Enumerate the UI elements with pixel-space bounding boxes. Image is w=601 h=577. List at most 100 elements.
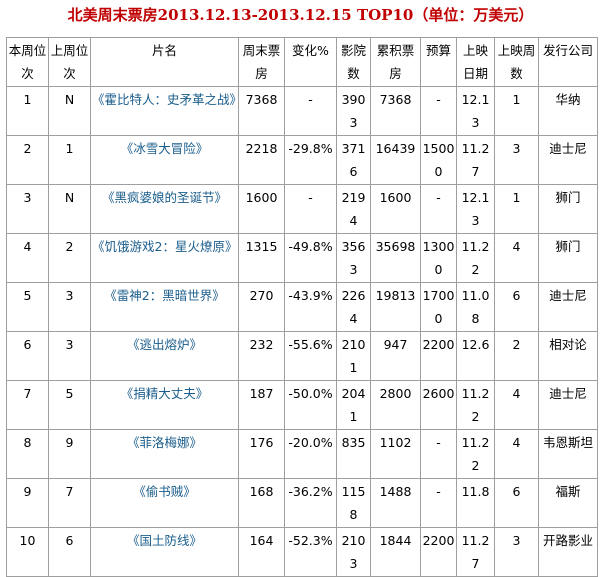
header-release-date: 上映日期 (456, 37, 495, 87)
release-date-cell: 11.22 (456, 233, 495, 283)
total-gross-cell: 35698 (370, 233, 421, 283)
film-title-cell[interactable]: 《黑疯婆娘的圣诞节》 (90, 184, 239, 234)
table-row: 2 1 《冰雪大冒险》 2218 -29.8% 3716 16439 15000 11.27 3 迪… (6, 135, 598, 185)
budget-cell: 13000 (420, 233, 457, 283)
distributor-cell: 开路影业 (538, 527, 598, 577)
theaters-cell: 1158 (336, 478, 371, 528)
theaters-cell: 2101 (336, 331, 371, 381)
change-cell: -52.3% (284, 527, 337, 577)
last-rank-cell: N (48, 184, 91, 234)
film-title-cell[interactable]: 《菲洛梅娜》 (90, 429, 239, 479)
last-rank-cell: 3 (48, 331, 91, 381)
weekend-gross-cell: 2218 (238, 135, 285, 185)
weeks-cell: 3 (494, 135, 539, 185)
table-title: 北美周末票房2013.12.13-2013.12.15 TOP10（单位：万美元… (67, 6, 534, 24)
header-distributor: 发行公司 (538, 37, 598, 87)
table-row: 8 9 《菲洛梅娜》 176 -20.0% 835 1102-11.22 4 韦恩斯坦 (6, 429, 598, 479)
budget-cell: 2200 (420, 331, 457, 381)
rank-cell: 4 (6, 233, 49, 283)
budget-cell: 17000 (420, 282, 457, 332)
rank-cell: 3 (6, 184, 49, 234)
film-title-cell[interactable]: 《捐精大丈夫》 (90, 380, 239, 430)
film-title-cell[interactable]: 《霍比特人：史矛革之战》 (90, 86, 239, 136)
distributor-cell: 韦恩斯坦 (538, 429, 598, 479)
film-title-cell[interactable]: 《雷神2：黑暗世界》 (90, 282, 239, 332)
film-title-cell[interactable]: 《逃出熔炉》 (90, 331, 239, 381)
header-total-gross: 累积票房 (370, 37, 421, 87)
distributor-cell: 迪士尼 (538, 135, 598, 185)
total-gross-cell: 1600 (370, 184, 421, 234)
table-row: 4 2 《饥饿游戏2：星火燎原》 1315 -49.8% 3563 35698 13000 11… (6, 233, 598, 283)
last-rank-cell: N (48, 86, 91, 136)
header-row: 本周位次 上周位次 片名 周末票房 变化% 影院数 累积票房 预算 上映日期 上… (6, 37, 598, 87)
distributor-cell: 华纳 (538, 86, 598, 136)
film-title-cell[interactable]: 《偷书贼》 (90, 478, 239, 528)
weeks-cell: 4 (494, 429, 539, 479)
budget-cell: - (420, 86, 457, 136)
theaters-cell: 3716 (336, 135, 371, 185)
table-row: 3 N 《黑疯婆娘的圣诞节》 1600-2194 1600-12.13 1 狮门 (6, 184, 598, 234)
change-cell: - (284, 86, 337, 136)
total-gross-cell: 19813 (370, 282, 421, 332)
change-cell: -49.8% (284, 233, 337, 283)
distributor-cell: 迪士尼 (538, 282, 598, 332)
distributor-cell: 狮门 (538, 184, 598, 234)
last-rank-cell: 2 (48, 233, 91, 283)
weekend-gross-cell: 1600 (238, 184, 285, 234)
change-cell: -20.0% (284, 429, 337, 479)
change-cell: -55.6% (284, 331, 337, 381)
weekend-gross-cell: 270 (238, 282, 285, 332)
weeks-cell: 3 (494, 527, 539, 577)
change-cell: -43.9% (284, 282, 337, 332)
film-title-cell[interactable]: 《冰雪大冒险》 (90, 135, 239, 185)
theaters-cell: 2041 (336, 380, 371, 430)
rank-cell: 6 (6, 331, 49, 381)
film-title-cell[interactable]: 《饥饿游戏2：星火燎原》 (90, 233, 239, 283)
release-date-cell: 11.22 (456, 380, 495, 430)
distributor-cell: 相对论 (538, 331, 598, 381)
rank-cell: 9 (6, 478, 49, 528)
film-title-cell[interactable]: 《国土防线》 (90, 527, 239, 577)
total-gross-cell: 1102 (370, 429, 421, 479)
table-body: 1 N 《霍比特人：史矛革之战》 7368-3903 7368-12.13 1 华纳 2 1 《冰… (6, 86, 598, 577)
theaters-cell: 835 (336, 429, 371, 479)
weeks-cell: 2 (494, 331, 539, 381)
weekend-gross-cell: 7368 (238, 86, 285, 136)
change-cell: -29.8% (284, 135, 337, 185)
weeks-cell: 4 (494, 233, 539, 283)
weekend-gross-cell: 168 (238, 478, 285, 528)
table-row: 5 3 《雷神2：黑暗世界》 270 -43.9% 2264 19813 17000 11.08… (6, 282, 598, 332)
release-date-cell: 12.13 (456, 184, 495, 234)
budget-cell: 2200 (420, 527, 457, 577)
weeks-cell: 6 (494, 478, 539, 528)
release-date-cell: 11.22 (456, 429, 495, 479)
release-date-cell: 11.27 (456, 527, 495, 577)
theaters-cell: 3903 (336, 86, 371, 136)
table-row: 7 5 《捐精大丈夫》 187 -50.0% 2041 2800 2600 11.22 4 迪士尼 (6, 380, 598, 430)
total-gross-cell: 947 (370, 331, 421, 381)
release-date-cell: 11.27 (456, 135, 495, 185)
page: 北美周末票房2013.12.13-2013.12.15 TOP10（单位：万美元… (6, 6, 598, 577)
last-rank-cell: 7 (48, 478, 91, 528)
last-rank-cell: 1 (48, 135, 91, 185)
table-row: 9 7 《偷书贼》 168 -36.2% 1158 1488-11.8 6 福斯 (6, 478, 598, 528)
weeks-cell: 1 (494, 86, 539, 136)
release-date-cell: 12.13 (456, 86, 495, 136)
change-cell: -36.2% (284, 478, 337, 528)
table-row: 10 6 《国土防线》 164 -52.3% 2103 1844 2200 11.27 3 开路影业 (6, 527, 598, 577)
table-row: 6 3 《逃出熔炉》 232 -55.6% 2101 947 2200 12.6 2 相对论 (6, 331, 598, 381)
theaters-cell: 2194 (336, 184, 371, 234)
header-weekend-gross: 周末票房 (238, 37, 285, 87)
weekend-gross-cell: 187 (238, 380, 285, 430)
budget-cell: - (420, 429, 457, 479)
distributor-cell: 迪士尼 (538, 380, 598, 430)
theaters-cell: 2264 (336, 282, 371, 332)
weeks-cell: 4 (494, 380, 539, 430)
header-change: 变化% (284, 37, 337, 87)
weekend-gross-cell: 232 (238, 331, 285, 381)
theaters-cell: 2103 (336, 527, 371, 577)
rank-cell: 1 (6, 86, 49, 136)
distributor-cell: 福斯 (538, 478, 598, 528)
header-last-rank: 上周位次 (48, 37, 91, 87)
header-rank: 本周位次 (6, 37, 49, 87)
